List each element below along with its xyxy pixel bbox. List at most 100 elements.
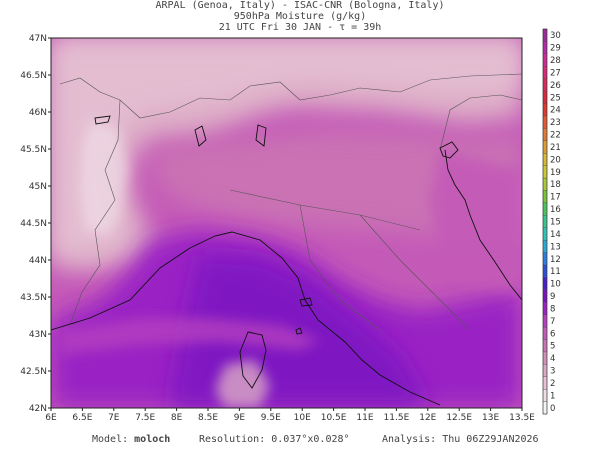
lat-label: 45.5N — [20, 145, 47, 155]
country-borders — [59, 73, 522, 331]
coastlines — [51, 115, 522, 406]
lon-label: 8E — [171, 413, 183, 423]
analysis-label: Analysis: — [382, 434, 437, 445]
lon-label: 10.5E — [321, 413, 347, 423]
colorbar-swatch — [542, 190, 548, 204]
colorbar-swatch — [542, 128, 548, 141]
colorbar-label: 30 — [550, 31, 561, 41]
colorbar-label: 28 — [550, 56, 561, 66]
colorbar-swatch — [542, 302, 548, 315]
lon-label: 9.5E — [261, 413, 281, 423]
lon-label: 12E — [419, 413, 436, 423]
colorbar-label: 6 — [550, 329, 555, 339]
colorbar-label: 5 — [550, 342, 555, 352]
colorbar-label: 14 — [550, 230, 561, 240]
colorbar-label: 21 — [550, 143, 561, 153]
colorbar-swatch — [542, 202, 548, 216]
lon-label: 6E — [45, 413, 57, 423]
colorbar-swatch — [542, 289, 548, 303]
colorbar-swatch — [542, 215, 548, 228]
colorbar-label: 18 — [550, 180, 561, 190]
title-line-3: 21 UTC Fri 30 JAN - τ = 39h — [218, 22, 382, 33]
lat-label: 44.5N — [20, 219, 47, 229]
colorbar-label: 24 — [550, 106, 561, 116]
lon-label: 11E — [356, 413, 373, 423]
lon-label: 13.5E — [509, 413, 535, 423]
colorbar-swatch — [542, 339, 548, 353]
title-line-1: ARPAL (Genoa, Italy) - ISAC-CNR (Bologna… — [155, 0, 445, 11]
colorbar-label: 12 — [550, 255, 561, 265]
colorbar-label: 23 — [550, 118, 561, 128]
colorbar-swatch — [542, 364, 548, 377]
colorbar-label: 3 — [550, 367, 555, 377]
colorbar-swatch — [542, 153, 548, 166]
colorbar-label: 26 — [550, 81, 561, 91]
model-label: Model: — [92, 434, 129, 445]
colorbar-label: 10 — [550, 280, 561, 290]
lat-label: 43.5N — [20, 293, 47, 303]
colorbar-swatch — [542, 314, 548, 328]
colorbar: 0123456789101112131415161718192021222324… — [542, 28, 561, 415]
colorbar-swatch — [542, 41, 548, 54]
analysis-info: Analysis: Thu 06Z29JAN2026 — [382, 434, 539, 445]
colorbar-label: 22 — [550, 131, 561, 141]
colorbar-label: 17 — [550, 193, 561, 203]
lat-label: 45N — [29, 182, 47, 192]
colorbar-label: 7 — [550, 317, 555, 327]
lat-label: 47N — [29, 34, 47, 44]
lon-label: 6.5E — [72, 413, 92, 423]
colorbar-swatch — [542, 227, 548, 241]
colorbar-swatch — [542, 239, 548, 253]
lon-label: 11.5E — [384, 413, 410, 423]
colorbar-swatch — [542, 165, 548, 179]
colorbar-label: 2 — [550, 379, 555, 389]
colorbar-label: 1 — [550, 391, 555, 401]
colorbar-swatch — [542, 78, 548, 92]
colorbar-swatch — [542, 252, 548, 266]
colorbar-swatch — [542, 66, 548, 79]
lon-label: 10E — [294, 413, 311, 423]
colorbar-label: 29 — [550, 44, 561, 54]
lat-label: 42.5N — [20, 367, 47, 377]
colorbar-label: 13 — [550, 242, 561, 252]
lon-label: 13E — [482, 413, 499, 423]
lat-label: 46N — [29, 108, 47, 118]
colorbar-swatch — [542, 177, 548, 191]
colorbar-swatch — [542, 28, 548, 42]
colorbar-swatch — [542, 264, 548, 278]
colorbar-label: 11 — [550, 267, 561, 277]
lon-label: 7.5E — [135, 413, 155, 423]
lat-label: 42N — [29, 404, 47, 414]
colorbar-swatch — [542, 351, 548, 365]
colorbar-swatch — [542, 53, 548, 67]
colorbar-swatch — [542, 115, 548, 129]
colorbar-label: 8 — [550, 304, 555, 314]
lon-label: 8.5E — [198, 413, 218, 423]
colorbar-frame — [542, 28, 548, 415]
latitude-labels: 47N 46.5N 46N 45.5N 45N 44.5N 44N 43.5N 43N 42.5N… — [20, 34, 51, 414]
title-line-2: 950hPa Moisture (g/kg) — [233, 11, 367, 22]
model-info: Model: moloch — [92, 434, 170, 445]
lat-label: 44N — [29, 256, 47, 266]
lat-label: 43N — [29, 330, 47, 340]
longitude-labels: 6E 6.5E 7E 7.5E 8E 8.5E 9E 9.5E 10E 10.5E 11E 11.5E… — [45, 408, 535, 423]
colorbar-label: 27 — [550, 68, 561, 78]
colorbar-label: 20 — [550, 155, 561, 165]
resolution-label: Resolution: — [199, 434, 266, 445]
colorbar-label: 25 — [550, 93, 561, 103]
lon-label: 12.5E — [446, 413, 472, 423]
colorbar-swatch — [542, 103, 548, 117]
colorbar-swatch — [542, 401, 548, 415]
colorbar-label: 19 — [550, 168, 561, 178]
analysis-value: Thu 06Z29JAN2026 — [442, 434, 539, 445]
colorbar-label: 16 — [550, 205, 561, 215]
lon-label: 9E — [234, 413, 246, 423]
colorbar-swatch — [542, 140, 548, 154]
colorbar-label: 4 — [550, 354, 555, 364]
colorbar-swatch — [542, 376, 548, 390]
colorbar-label: 9 — [550, 292, 555, 302]
lon-label: 7E — [108, 413, 120, 423]
colorbar-swatch — [542, 277, 548, 290]
lat-label: 46.5N — [20, 71, 47, 81]
